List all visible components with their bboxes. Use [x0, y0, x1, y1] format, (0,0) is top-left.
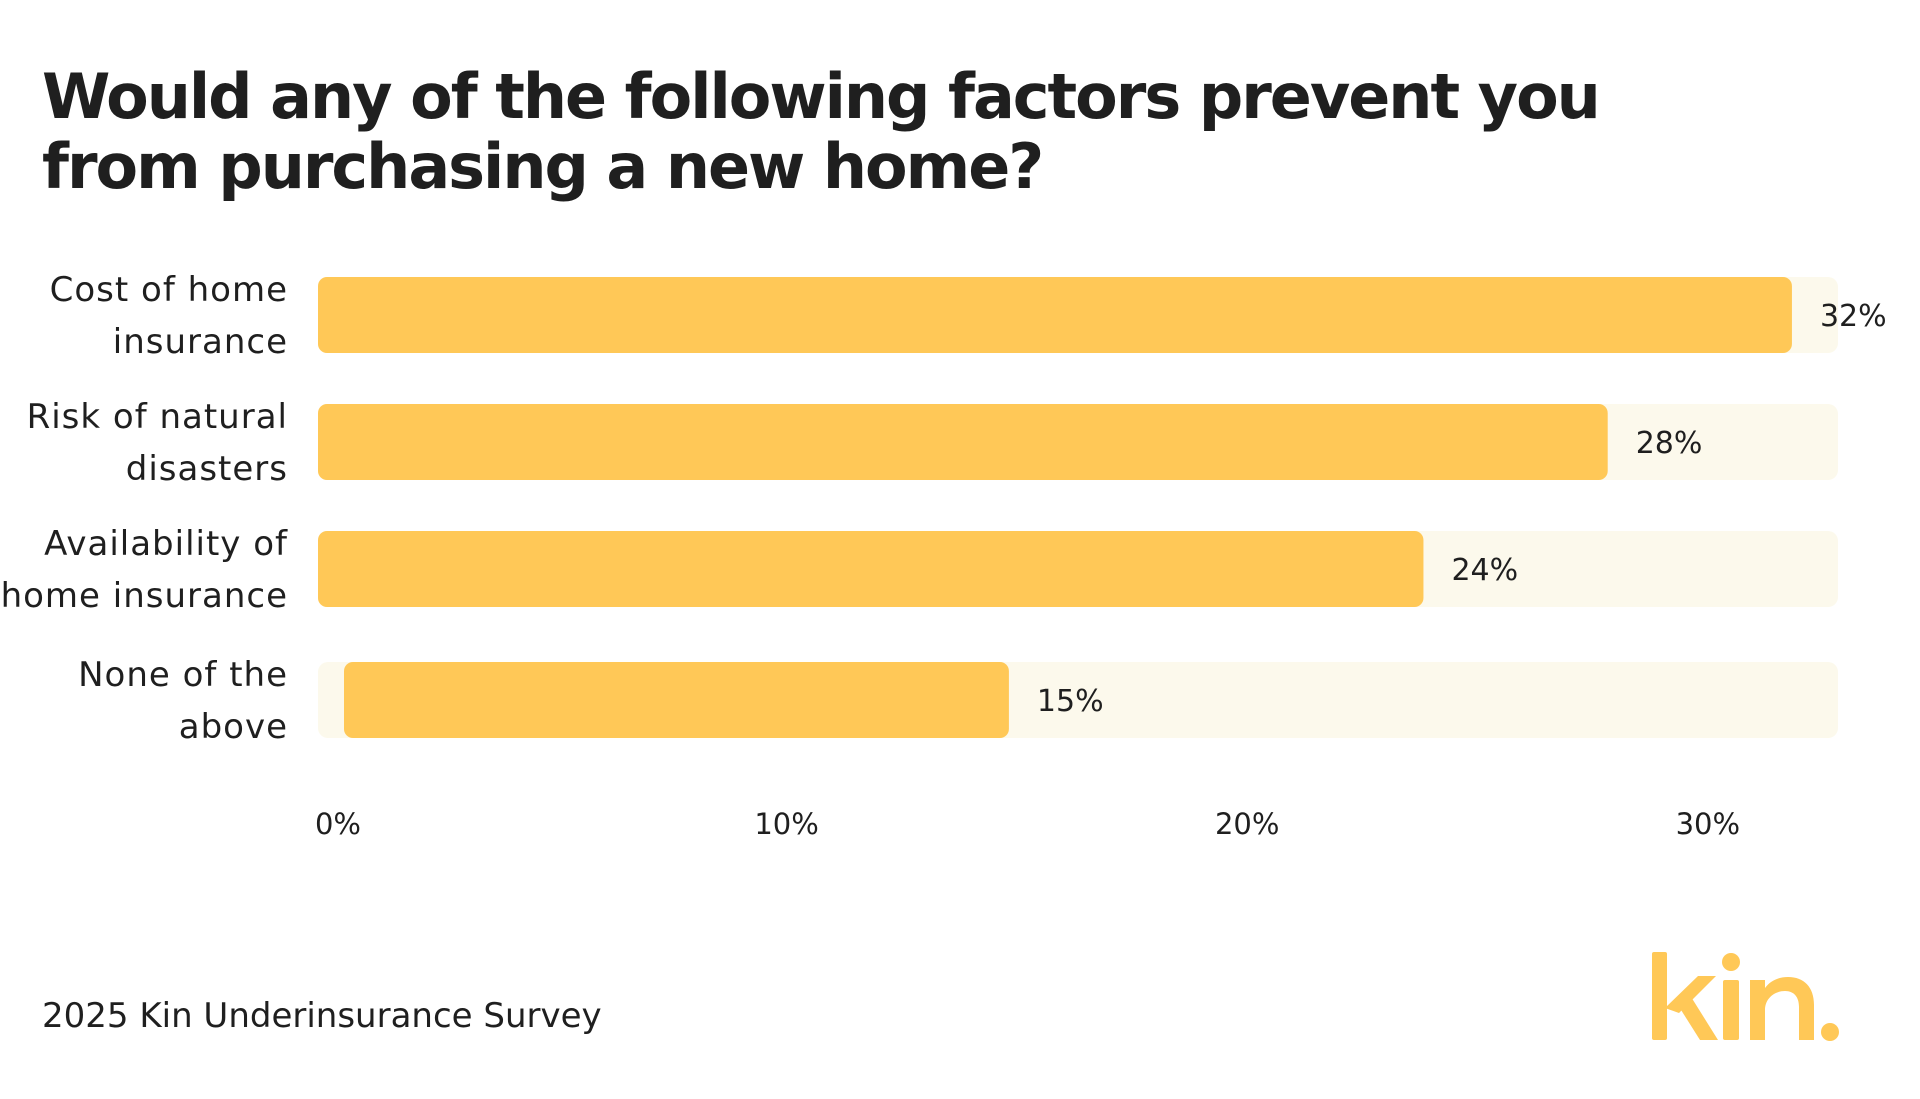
category-label: above	[179, 707, 288, 747]
kin-logo	[1652, 952, 1839, 1041]
bar-value-label: 24%	[1451, 553, 1518, 588]
bar-value-label: 32%	[1820, 299, 1887, 334]
category-label: Cost of home	[50, 270, 288, 310]
bar-value-label: 28%	[1636, 426, 1703, 461]
category-label: Availability of	[44, 524, 288, 564]
x-tick-label: 10%	[754, 807, 818, 841]
category-label: disasters	[126, 449, 288, 489]
x-tick-label: 20%	[1215, 807, 1279, 841]
x-tick-label: 30%	[1676, 807, 1740, 841]
category-label: home insurance	[1, 576, 288, 616]
source-caption: 2025 Kin Underinsurance Survey	[42, 996, 602, 1036]
chart-title: Would any of the following factors preve…	[42, 60, 1601, 203]
bar-value-label: 15%	[1037, 684, 1104, 719]
kin-logo-mark	[1652, 952, 1839, 1041]
bar	[318, 277, 1792, 353]
bar-chart: 32% Cost of home insurance 28% Risk of natur…	[1, 270, 1887, 841]
bar	[318, 404, 1608, 480]
category-label: insurance	[113, 322, 288, 362]
bar	[318, 531, 1424, 607]
x-tick-label: 0%	[315, 807, 361, 841]
category-label: None of the	[78, 655, 288, 695]
category-label: Risk of natural	[27, 397, 288, 437]
bar	[344, 662, 1009, 738]
